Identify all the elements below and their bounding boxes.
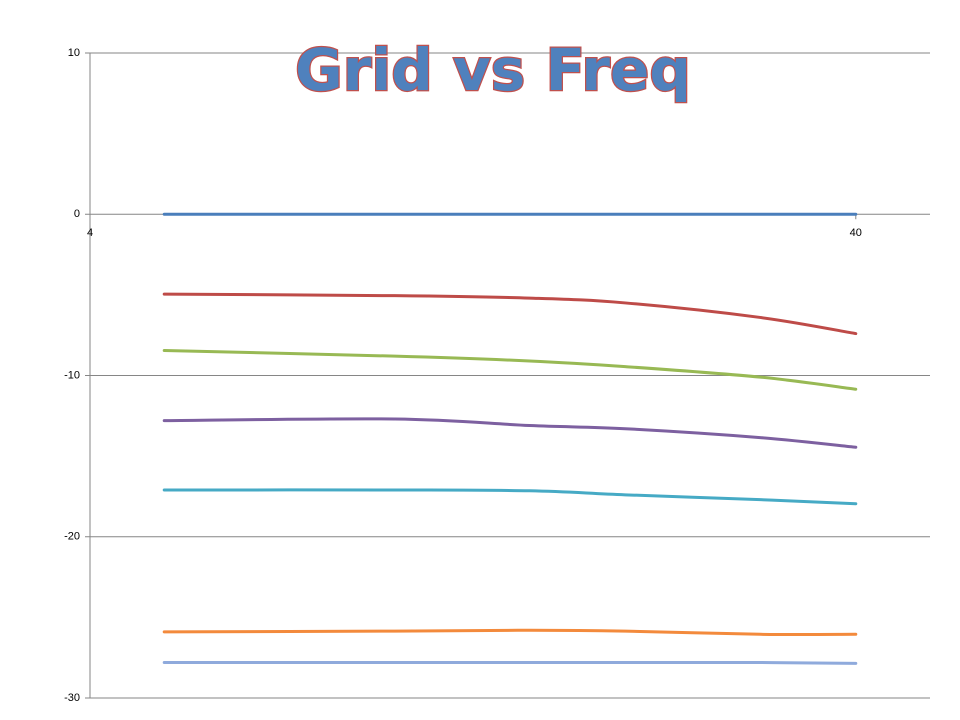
series-line	[162, 417, 858, 449]
x-tick-label: 40	[850, 227, 862, 239]
x-tick-label: 4	[87, 227, 93, 239]
series-line	[162, 349, 858, 391]
y-tick-label: -10	[64, 369, 80, 381]
y-tick-label: 0	[74, 208, 80, 220]
series-line	[162, 292, 858, 336]
series-line	[162, 628, 858, 637]
chart-title: Grid vs Freq	[295, 36, 691, 104]
y-tick-label: -20	[64, 531, 80, 543]
series-line	[162, 660, 858, 665]
series-line	[162, 488, 858, 506]
y-tick-label: 10	[68, 47, 80, 59]
y-tick-label: -30	[64, 692, 80, 704]
